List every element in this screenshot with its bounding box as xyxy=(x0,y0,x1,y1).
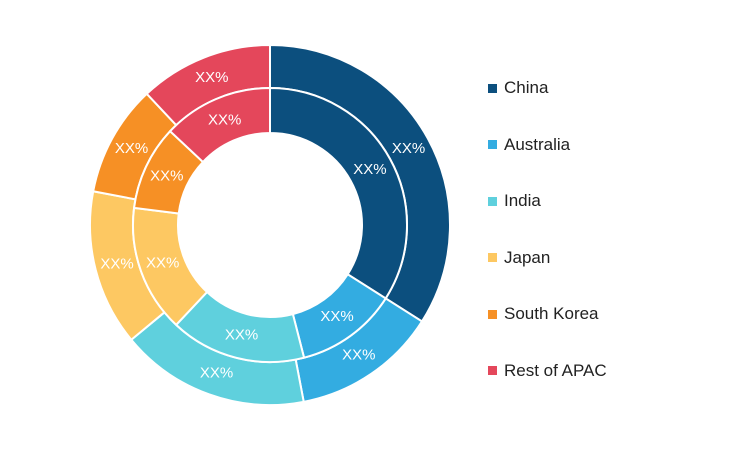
legend-swatch xyxy=(488,253,497,263)
inner-slice-china[interactable] xyxy=(269,86,408,300)
legend-swatch xyxy=(488,83,497,93)
inner-label-china: XX% xyxy=(353,161,386,178)
inner-label-australia: XX% xyxy=(320,308,353,325)
outer-label-rest-of-apac: XX% xyxy=(195,69,228,86)
outer-label-south-korea: XX% xyxy=(115,140,148,157)
legend-label: Japan xyxy=(504,247,551,267)
inner-label-japan: XX% xyxy=(146,255,179,272)
outer-label-india: XX% xyxy=(200,365,233,382)
inner-ring xyxy=(132,86,408,363)
legend-swatch xyxy=(488,140,497,150)
legend-swatch xyxy=(488,309,497,319)
legend-label: Rest of APAC xyxy=(504,360,607,380)
inner-label-rest-of-apac: XX% xyxy=(208,111,241,128)
legend-label: Australia xyxy=(504,134,571,154)
legend-swatch xyxy=(488,366,497,376)
legend-label: India xyxy=(504,191,541,211)
legend-item-india[interactable]: India xyxy=(488,187,607,215)
slice-labels: XX%XX%XX%XX%XX%XX%XX%XX%XX%XX%XX%XX% xyxy=(100,69,425,382)
inner-label-south-korea: XX% xyxy=(150,167,183,184)
legend-item-australia[interactable]: Australia xyxy=(488,131,607,159)
legend-label: China xyxy=(504,78,549,97)
legend-item-rest-of-apac[interactable]: Rest of APAC xyxy=(488,357,607,385)
legend-label: South Korea xyxy=(504,304,599,324)
legend-item-japan[interactable]: Japan xyxy=(488,244,607,272)
legend-item-china[interactable]: China xyxy=(488,74,607,102)
legend: China Australia India Japan South Korea … xyxy=(488,74,607,414)
outer-label-australia: XX% xyxy=(342,347,375,364)
outer-label-japan: XX% xyxy=(100,255,133,272)
legend-item-south-korea[interactable]: South Korea xyxy=(488,300,607,328)
outer-label-china: XX% xyxy=(392,140,425,157)
inner-slice-rest-of-apac[interactable] xyxy=(168,86,271,164)
legend-swatch xyxy=(488,196,497,206)
inner-label-india: XX% xyxy=(225,326,258,343)
